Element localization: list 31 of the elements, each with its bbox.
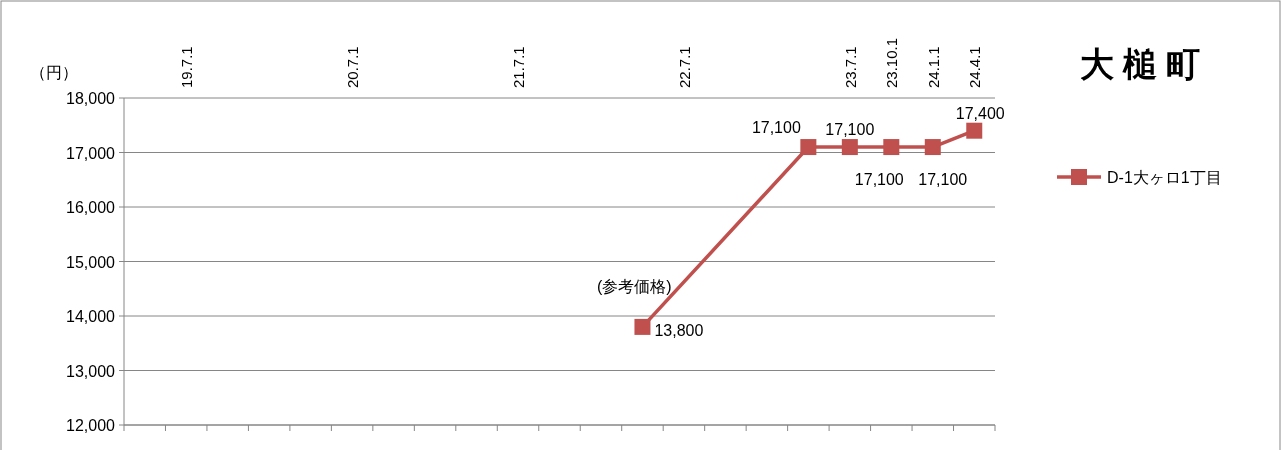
x-tick-label: 23.7.1 <box>841 46 859 88</box>
y-tick-label: 12,000 <box>66 417 116 434</box>
point <box>966 122 983 139</box>
y-tick-label: 17,000 <box>66 144 116 162</box>
data-label: 17,400 <box>955 104 1005 122</box>
x-tick-label: 24.1.1 <box>924 46 942 88</box>
x-tick-label: 22.7.1 <box>675 46 693 88</box>
point <box>634 318 651 335</box>
point <box>883 139 900 156</box>
data-label: 17,100 <box>825 121 875 139</box>
point <box>800 139 817 156</box>
y-axis-title: （円） <box>30 64 78 81</box>
point <box>841 139 858 156</box>
y-tick-label: 14,000 <box>66 308 116 325</box>
text: 大 槌 町 <box>1079 45 1201 83</box>
annotation: (参考価格) <box>597 278 672 295</box>
y-tick-label: 18,000 <box>66 90 116 107</box>
x-tick-label: 24.4.1 <box>966 46 984 88</box>
y-tick-label: 16,000 <box>66 199 116 216</box>
data-label: 17,100 <box>854 171 904 189</box>
x-tick-label: 19.7.1 <box>178 46 196 88</box>
y-tick-label: 13,000 <box>66 362 116 380</box>
legend-label: D-1大ヶロ1丁目 <box>1107 169 1222 186</box>
data-label: 17,100 <box>751 119 801 137</box>
y-tick-label: 15,000 <box>66 253 116 271</box>
data-label: 17,100 <box>918 171 968 189</box>
x-tick-label: 23.10.1 <box>883 37 901 88</box>
data-label: 13,800 <box>654 321 704 339</box>
x-tick-label: 20.7.1 <box>344 46 362 88</box>
x-tick-label: 21.7.1 <box>510 46 528 88</box>
point <box>924 139 941 156</box>
